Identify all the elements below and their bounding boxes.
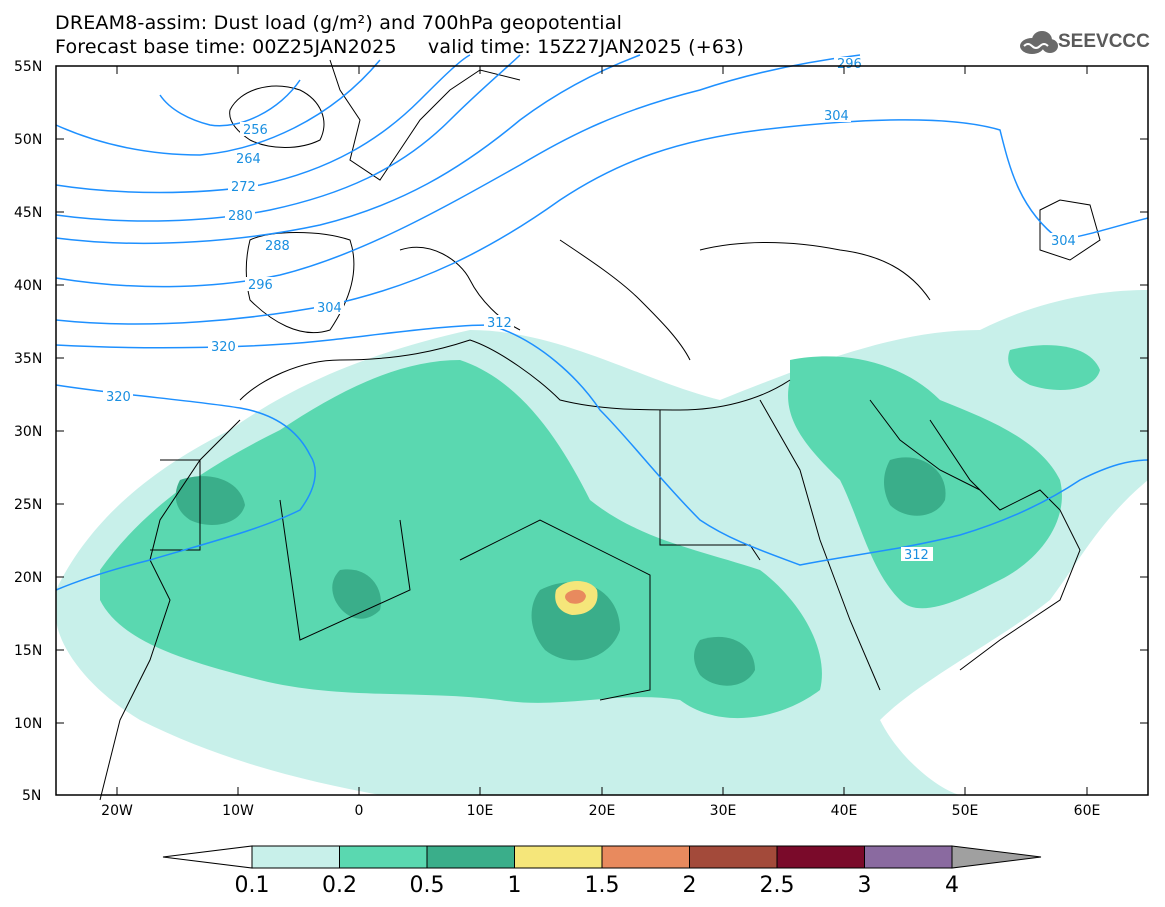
- dust-field: [56, 290, 1148, 795]
- contour-label: 288: [265, 239, 290, 254]
- colorbar-box: [339, 845, 428, 869]
- colorbar-boxes: [251, 845, 953, 869]
- latitude-labels: 55N 50N 45N 40N 35N 30N 25N 20N 15N 10N …: [14, 59, 42, 804]
- lat-label: 5N: [22, 788, 41, 804]
- logo-text: SEEVCCC: [1058, 31, 1150, 52]
- lat-label: 10N: [14, 716, 42, 732]
- lon-label: 60E: [1074, 803, 1101, 819]
- colorbar-box: [776, 845, 865, 869]
- lon-label: 40E: [831, 803, 858, 819]
- contour-label: 256: [243, 123, 268, 138]
- latitude-axis: [56, 65, 1148, 724]
- cloud-icon: [1020, 31, 1058, 54]
- colorbar: 0.1 0.2 0.5 1 1.5 2 2.5 3 4: [162, 845, 1042, 898]
- contour-label: 312: [904, 548, 929, 563]
- lon-label: 20W: [101, 803, 133, 819]
- lon-label: 50E: [952, 803, 979, 819]
- contour-label: 304: [1051, 234, 1076, 249]
- lat-label: 15N: [14, 643, 42, 659]
- lat-label: 40N: [14, 278, 42, 294]
- lon-label: 0: [355, 803, 364, 819]
- geopotential-contours: [55, 54, 1149, 591]
- lat-label: 50N: [14, 132, 42, 148]
- longitude-labels: 20W 10W 0 10E 20E 30E 40E 50E 60E: [101, 803, 1100, 819]
- contour-label: 272: [231, 180, 256, 195]
- colorbar-tick-label: 3: [858, 873, 872, 898]
- contour-label: 320: [211, 340, 236, 355]
- colorbar-tick-label: 0.2: [322, 873, 357, 898]
- colorbar-tick-label: 0.5: [410, 873, 445, 898]
- contour-label: 296: [248, 278, 273, 293]
- colorbar-tick-label: 2: [683, 873, 697, 898]
- lat-label: 45N: [14, 205, 42, 221]
- longitude-axis: [116, 66, 1088, 795]
- colorbar-low-arrow: [162, 845, 253, 869]
- lon-label: 10W: [222, 803, 254, 819]
- lon-label: 10E: [467, 803, 494, 819]
- contour-label: 280: [228, 209, 253, 224]
- colorbar-high-arrow: [951, 845, 1042, 869]
- colorbar-box: [864, 845, 953, 869]
- contour-labels: 256 264 272 280 288 296 304 312 320 320 …: [103, 57, 1078, 563]
- colorbar-box: [251, 845, 340, 869]
- lat-label: 20N: [14, 570, 42, 586]
- lon-label: 30E: [710, 803, 737, 819]
- colorbar-tick-label: 0.1: [235, 873, 270, 898]
- map-title: DREAM8-assim: Dust load (g/m²) and 700hP…: [55, 12, 623, 34]
- colorbar-tick-label: 2.5: [760, 873, 795, 898]
- contour-label: 304: [317, 301, 342, 316]
- contour-label: 304: [824, 109, 849, 124]
- colorbar-box: [514, 845, 603, 869]
- colorbar-tick-label: 4: [945, 873, 959, 898]
- contour-label: 320: [106, 390, 131, 405]
- colorbar-tick-label: 1: [508, 873, 522, 898]
- contour-label: 264: [236, 152, 261, 167]
- colorbar-box: [601, 845, 690, 869]
- contour-label: 296: [837, 57, 862, 72]
- lon-label: 20E: [589, 803, 616, 819]
- colorbar-tick-label: 1.5: [585, 873, 620, 898]
- lat-label: 30N: [14, 424, 42, 440]
- colorbar-box: [426, 845, 515, 869]
- map-subtitle: Forecast base time: 00Z25JAN2025 valid t…: [55, 36, 745, 58]
- lat-label: 35N: [14, 351, 42, 367]
- lat-label: 55N: [14, 59, 42, 75]
- contour-label: 312: [487, 316, 512, 331]
- lat-label: 25N: [14, 497, 42, 513]
- colorbar-box: [689, 845, 778, 869]
